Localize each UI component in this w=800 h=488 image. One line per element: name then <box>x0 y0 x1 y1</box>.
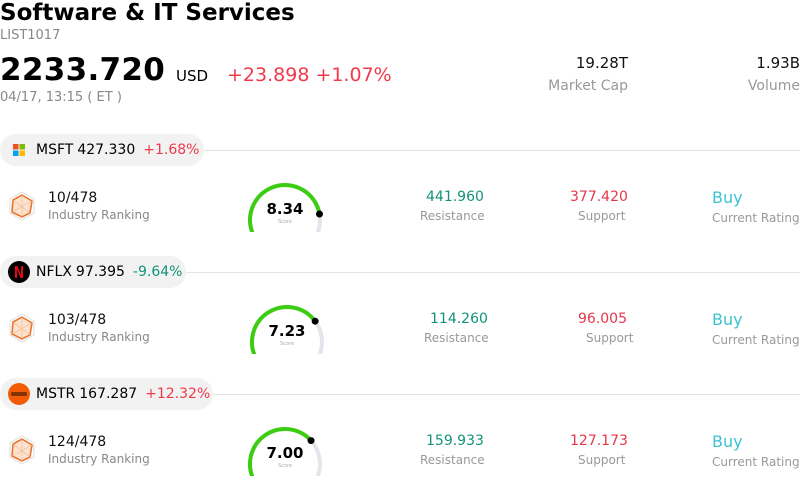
microsoft-logo-icon <box>8 139 30 161</box>
quote-timestamp: 04/17, 13:15 ( ET ) <box>0 90 122 105</box>
current-rating-value[interactable]: Buy <box>712 188 743 207</box>
score-gauge <box>248 183 323 232</box>
support-value: 377.420 <box>570 189 628 205</box>
industry-rank-value: 10/478 <box>48 190 98 206</box>
resistance-label: Resistance <box>424 331 489 345</box>
support-label: Support <box>586 331 634 345</box>
stock-pill[interactable]: MSFT 427.330 +1.68% <box>0 134 204 166</box>
industry-rank-label: Industry Ranking <box>48 208 150 222</box>
divider <box>204 150 800 151</box>
current-rating-value[interactable]: Buy <box>712 432 743 451</box>
resistance-label: Resistance <box>420 453 485 467</box>
score-gauge <box>248 427 322 476</box>
stock-pill[interactable]: MSTR 167.287 +12.32% <box>0 378 213 410</box>
stock-symbol: MSFT <box>36 142 74 158</box>
volume-value: 1.93B <box>756 54 800 72</box>
index-code: LIST1017 <box>0 28 61 43</box>
support-value: 127.173 <box>570 433 628 449</box>
volume-label: Volume <box>747 78 800 94</box>
industry-rank-value: 124/478 <box>48 434 107 450</box>
divider <box>186 272 800 273</box>
score-value: 8.34 <box>266 200 304 218</box>
stock-change: +12.32% <box>145 386 211 402</box>
stock-price: 427.330 <box>77 142 136 158</box>
score-caption: Score <box>279 341 294 347</box>
stock-symbol: NFLX <box>36 264 72 280</box>
resistance-label: Resistance <box>420 209 485 223</box>
support-value: 96.005 <box>578 311 627 327</box>
netflix-logo-icon <box>8 261 30 283</box>
ranking-badge-icon <box>9 191 35 221</box>
resistance-value: 159.933 <box>426 433 484 449</box>
stock-symbol: MSTR <box>36 386 76 402</box>
support-label: Support <box>578 453 626 467</box>
support-label: Support <box>578 209 626 223</box>
industry-rank-value: 103/478 <box>48 312 107 328</box>
index-price: 2233.720 <box>0 52 166 88</box>
page-title: Software & IT Services <box>0 0 295 26</box>
current-rating-label: Current Rating <box>712 211 800 225</box>
current-rating-label: Current Rating <box>712 455 800 469</box>
price-change-pct: +1.07% <box>315 64 392 86</box>
stock-change: -9.64% <box>132 264 183 280</box>
ranking-badge-icon <box>9 435 35 465</box>
price-change: +23.898 +1.07% <box>227 64 392 86</box>
current-rating-value[interactable]: Buy <box>712 310 743 329</box>
score-gauge <box>250 305 324 354</box>
stock-pill[interactable]: NFLX 97.395 -9.64% <box>0 256 186 288</box>
divider <box>213 394 800 395</box>
strategy-logo-icon <box>8 383 30 405</box>
resistance-value: 441.960 <box>426 189 484 205</box>
ranking-badge-icon <box>9 313 35 343</box>
current-rating-label: Current Rating <box>712 333 800 347</box>
score-caption: Score <box>277 219 292 225</box>
industry-rank-label: Industry Ranking <box>48 452 150 466</box>
stock-change: +1.68% <box>143 142 200 158</box>
price-change-abs: +23.898 <box>227 64 310 86</box>
market-cap-value: 19.28T <box>575 54 628 72</box>
score-caption: Score <box>277 463 292 469</box>
stock-price: 97.395 <box>75 264 125 280</box>
industry-rank-label: Industry Ranking <box>48 330 150 344</box>
market-cap-label: Market Cap <box>548 78 628 94</box>
score-value: 7.00 <box>266 444 304 462</box>
resistance-value: 114.260 <box>430 311 488 327</box>
score-value: 7.23 <box>268 322 306 340</box>
currency-label: USD <box>176 67 209 85</box>
stock-price: 167.287 <box>79 386 138 402</box>
